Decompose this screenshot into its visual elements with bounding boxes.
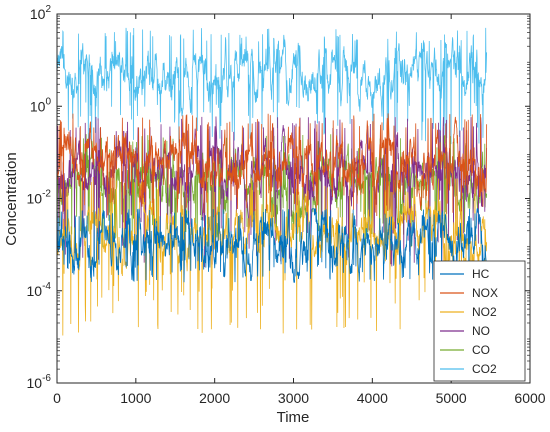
x-tick-label: 5000 bbox=[436, 390, 467, 406]
y-tick-label: 10-2 bbox=[27, 189, 52, 207]
y-tick-label: 102 bbox=[30, 4, 52, 22]
series-layer bbox=[56, 27, 488, 336]
legend-label: NOX bbox=[472, 286, 498, 300]
x-tick-label: 0 bbox=[53, 390, 61, 406]
legend-box bbox=[433, 260, 526, 382]
series-line-co2 bbox=[56, 27, 488, 145]
legend-label: CO2 bbox=[472, 362, 497, 376]
x-tick-label: 4000 bbox=[357, 390, 388, 406]
x-tick-label: 2000 bbox=[199, 390, 230, 406]
legend-label: NO2 bbox=[472, 305, 497, 319]
series-line-no2 bbox=[56, 176, 488, 336]
series-line-nox bbox=[56, 113, 488, 216]
y-axis: 10-6 10-4 10-2 100 102 bbox=[27, 4, 530, 391]
legend: HC NOX NO2 NO CO CO2 bbox=[433, 260, 526, 382]
x-tick-label: 3000 bbox=[278, 390, 309, 406]
legend-label: NO bbox=[472, 324, 490, 338]
y-tick-label: 10-4 bbox=[27, 281, 52, 299]
series-line-hc bbox=[56, 208, 487, 283]
x-axis-title: Time bbox=[277, 409, 310, 426]
legend-label: CO bbox=[472, 343, 490, 357]
legend-label: HC bbox=[472, 267, 490, 281]
y-axis-title: Concentration bbox=[3, 152, 20, 245]
x-tick-label: 6000 bbox=[514, 390, 545, 406]
y-tick-label: 10-6 bbox=[27, 373, 52, 391]
x-tick-label: 1000 bbox=[120, 390, 151, 406]
y-tick-label: 100 bbox=[30, 96, 52, 114]
x-axis: 0 1000 2000 3000 4000 5000 6000 bbox=[53, 14, 546, 406]
